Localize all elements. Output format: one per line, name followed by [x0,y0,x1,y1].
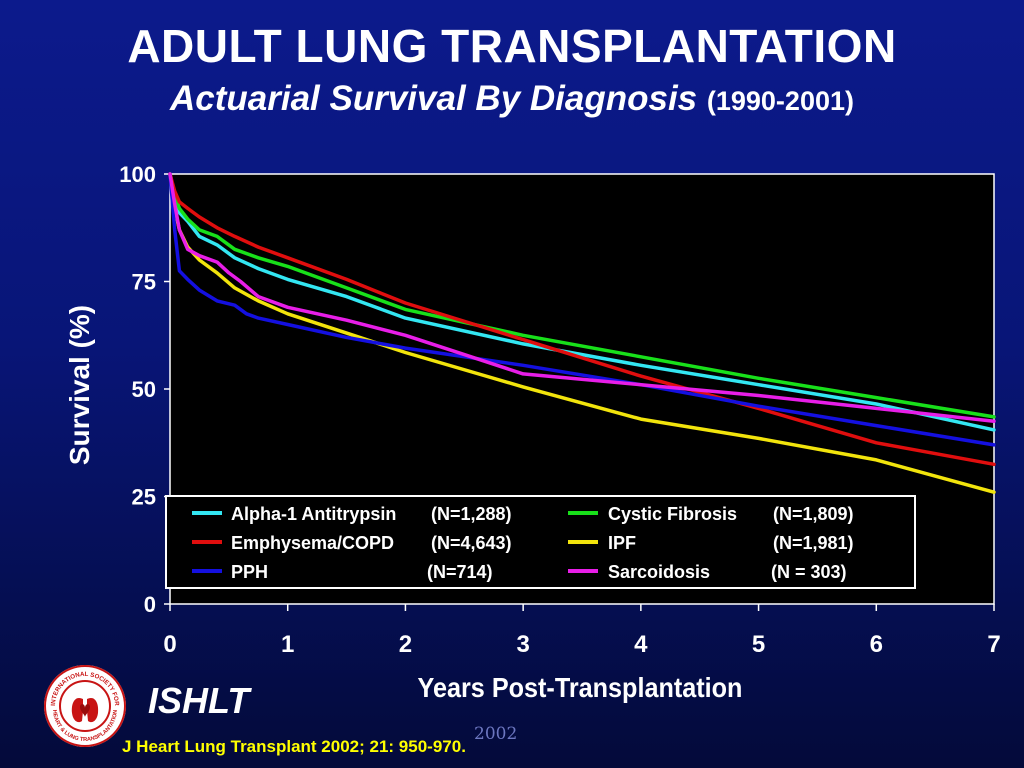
x-tick-label: 3 [516,631,529,658]
subtitle-years: (1990-2001) [706,86,854,116]
x-tick-label: 2 [399,631,412,658]
legend-count-1: (N=1,288) [431,504,512,524]
legend-count-6: (N = 303) [771,562,847,582]
legend: Alpha-1 Antitrypsin (N=1,288) Cystic Fibro… [165,495,916,589]
x-tick-label: 1 [281,631,294,658]
legend-label-4: IPF [608,533,636,553]
legend-label-2: Cystic Fibrosis [608,504,737,524]
y-tick-label: 100 [119,162,156,187]
x-tick-label: 4 [634,631,648,658]
year-mark: 2002 [474,724,518,744]
y-tick-label: 75 [132,270,156,295]
y-axis-label: Survival (%) [64,304,95,466]
x-tick-label: 5 [752,631,765,658]
ishlt-seal-icon: INTERNATIONAL SOCIETY FOR HEART & LUNG T… [44,665,126,747]
subtitle-text: Actuarial Survival By Diagnosis [170,79,698,118]
series-line-3 [168,172,996,467]
series-line-5 [168,172,996,447]
legend-label-5: PPH [231,562,268,582]
legend-count-4: (N=1,981) [773,533,854,553]
x-axis-label: Years Post-Transplantation [417,672,743,703]
y-tick-label: 0 [144,592,156,617]
x-tick-label: 7 [987,631,1000,658]
citation: J Heart Lung Transplant 2002; 21: 950-97… [122,737,466,756]
slide-subtitle: Actuarial Survival By Diagnosis (1990-20… [0,78,1024,122]
series-line-6 [168,172,996,424]
logo-inner-ring [59,680,111,732]
slide-title: ADULT LUNG TRANSPLANTATION [127,20,897,72]
series-line-2 [168,172,996,419]
legend-box [165,495,916,589]
series-line-1 [168,172,996,432]
legend-label-3: Emphysema/COPD [231,533,394,553]
lungs-heart-icon [71,689,99,723]
y-tick-label: 25 [132,485,156,510]
legend-count-3: (N=4,643) [431,533,512,553]
legend-count-2: (N=1,809) [773,504,854,524]
org-label: ISHLT [148,680,250,721]
x-tick-label: 0 [163,631,176,658]
x-tick-label: 6 [870,631,883,658]
legend-label-6: Sarcoidosis [608,562,710,582]
legend-label-1: Alpha-1 Antitrypsin [231,504,396,524]
legend-count-5: (N=714) [427,562,493,582]
y-tick-label: 50 [132,377,156,402]
